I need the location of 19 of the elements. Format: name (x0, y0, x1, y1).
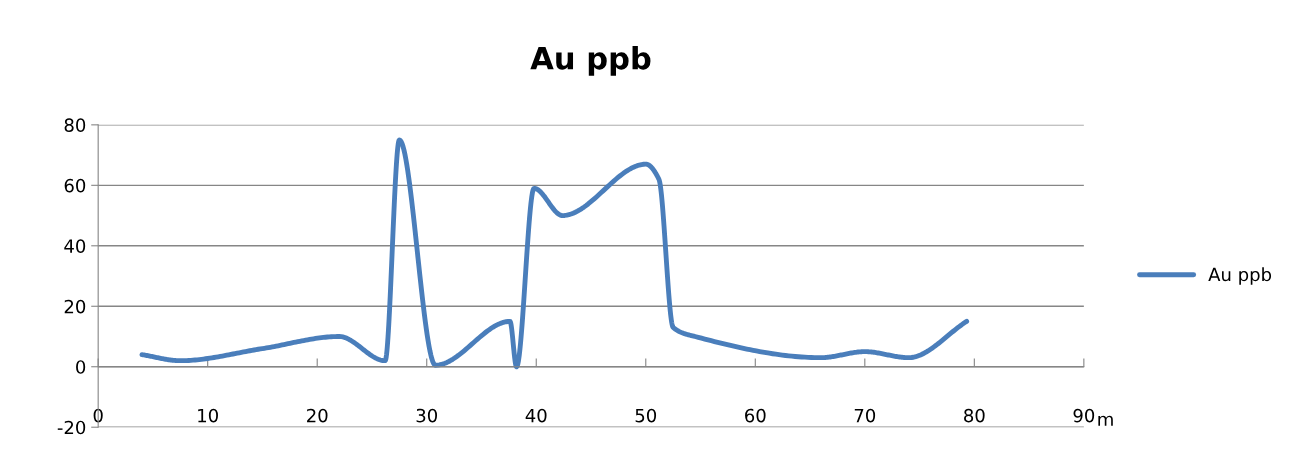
x-tick-label: 10 (198, 408, 218, 423)
x-tick-label: 20 (307, 408, 328, 423)
x-tick-label: 30 (416, 408, 438, 423)
x-tick-label: 90 (1073, 408, 1095, 423)
chart-title: Au ppb (530, 46, 651, 76)
y-tick-label: 0 (76, 360, 86, 374)
x-tick-label: 80 (964, 408, 985, 423)
y-tick-label: 80 (64, 118, 86, 132)
legend-label: Au ppb (1208, 267, 1272, 285)
y-tick-label: 20 (64, 299, 86, 314)
y-tick-label: -20 (57, 420, 86, 435)
x-tick-label: 40 (525, 408, 547, 423)
x-tick-label: 70 (854, 408, 876, 423)
y-tick-label: 40 (64, 239, 86, 253)
x-tick-label: 50 (635, 408, 657, 423)
x-tick-label: 0 (93, 408, 103, 423)
x-axis-title: m (1098, 415, 1113, 426)
x-tick-label: 60 (745, 408, 766, 423)
y-tick-label: 60 (64, 178, 86, 193)
